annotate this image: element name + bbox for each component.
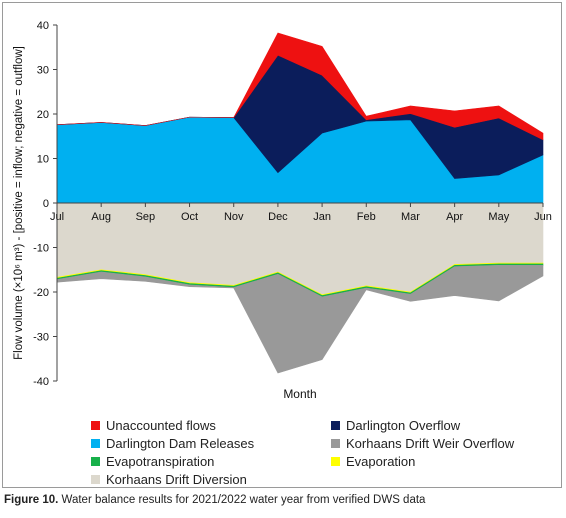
y-tick-label: 30	[37, 65, 49, 77]
legend-item-darlington-dam-releases: Darlington Dam Releases	[91, 435, 331, 452]
y-tick-label: 20	[37, 109, 49, 121]
x-tick-label: Feb	[357, 211, 376, 223]
legend-swatch	[91, 457, 100, 466]
y-axis-title: Flow volume (×10⁶ m³) - [positive = infl…	[13, 46, 25, 360]
water-balance-chart: -40 -30 -20 -10 0 10 20 30 40 Jul Aug Sep Oct Nov Dec…	[13, 20, 552, 401]
x-tick-label: Dec	[268, 211, 288, 223]
x-axis-title: Month	[283, 387, 316, 401]
legend-label: Korhaans Drift Weir Overflow	[346, 436, 515, 451]
x-axis: Jul Aug Sep Oct Nov Dec Jan Feb Mar Apr May Jun	[50, 202, 552, 223]
legend-label: Unaccounted flows	[106, 418, 216, 433]
legend-label: Korhaans Drift Diversion	[106, 472, 247, 487]
x-tick-label: Jul	[50, 211, 64, 223]
y-axis: -40 -30 -20 -10 0 10 20 30 40	[33, 20, 58, 388]
legend-swatch	[331, 457, 340, 466]
chart-areas	[56, 32, 544, 374]
x-tick-label: Oct	[181, 211, 198, 223]
legend-item-korhaans-drift-diversion: Korhaans Drift Diversion	[91, 471, 331, 488]
figure-caption-text: Water balance results for 2021/2022 wate…	[61, 494, 426, 506]
figure-caption: Figure 10. Water balance results for 202…	[4, 494, 425, 506]
y-tick-label: 40	[37, 20, 49, 32]
x-tick-label: Jun	[534, 211, 552, 223]
legend-label: Evapotranspiration	[106, 454, 215, 469]
figure-caption-label: Figure 10.	[4, 494, 59, 506]
legend-item-korhaans-drift-weir-overflow: Korhaans Drift Weir Overflow	[331, 435, 551, 452]
legend-label: Darlington Dam Releases	[106, 436, 255, 451]
y-tick-label: -30	[33, 332, 49, 344]
x-tick-label: Apr	[446, 211, 463, 223]
y-tick-label: -20	[33, 287, 49, 299]
legend-swatch	[91, 421, 100, 430]
legend-swatch	[91, 439, 100, 448]
legend-swatch	[331, 421, 340, 430]
chart-legend: Unaccounted flows Darlington Overflow Darl…	[91, 417, 551, 488]
y-tick-label: 0	[43, 198, 49, 210]
series-area-korhaans-drift-weir-overflow	[56, 265, 544, 374]
x-tick-label: May	[488, 211, 509, 223]
series-area-unaccounted-flows	[56, 32, 544, 141]
x-tick-label: Aug	[91, 211, 111, 223]
legend-item-evaporation: Evaporation	[331, 453, 551, 470]
legend-item-evapotranspiration: Evapotranspiration	[91, 453, 331, 470]
y-tick-label: -40	[33, 376, 49, 388]
x-tick-label: Mar	[401, 211, 420, 223]
legend-item-unaccounted-flows: Unaccounted flows	[91, 417, 331, 434]
legend-swatch	[331, 439, 340, 448]
x-tick-label: Nov	[224, 211, 244, 223]
legend-item-darlington-overflow: Darlington Overflow	[331, 417, 551, 434]
legend-label: Darlington Overflow	[346, 418, 461, 433]
x-tick-label: Jan	[313, 211, 331, 223]
legend-swatch	[91, 475, 100, 484]
y-tick-label: 10	[37, 154, 49, 166]
legend-label: Evaporation	[346, 454, 416, 469]
x-tick-label: Sep	[136, 211, 156, 223]
figure-frame: -40 -30 -20 -10 0 10 20 30 40 Jul Aug Sep Oct Nov Dec…	[2, 2, 562, 488]
y-tick-label: -10	[33, 243, 49, 255]
